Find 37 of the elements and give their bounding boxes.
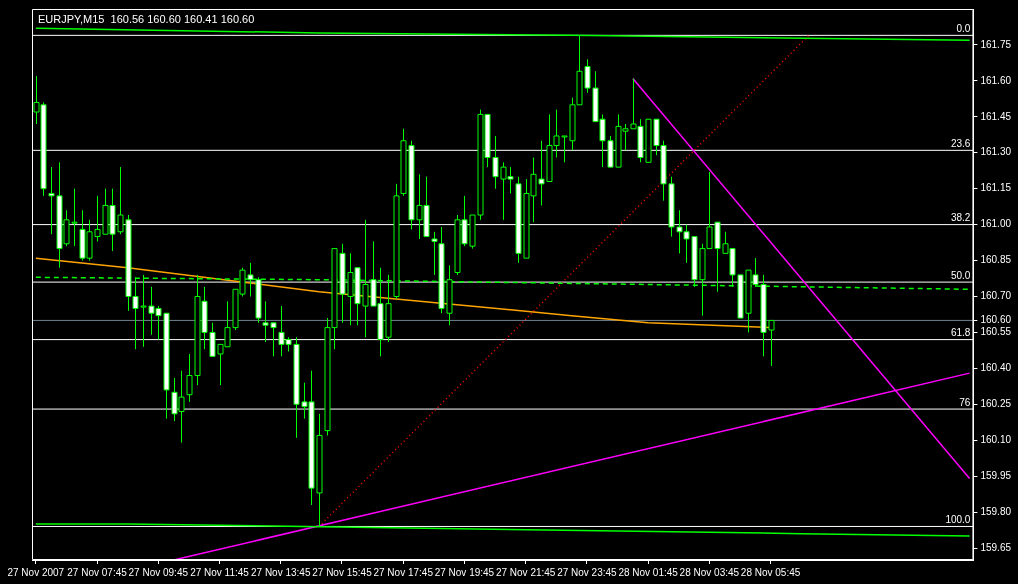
annotation: 50.0	[950, 269, 971, 281]
y-tick-label: 160.70	[980, 290, 1012, 302]
x-tick-label: 27 Nov 2007	[7, 566, 65, 578]
y-tick-label: 159.65	[980, 541, 1012, 553]
x-tick-label: 27 Nov 17:45	[373, 566, 434, 578]
y-tick-label: 159.95	[980, 469, 1012, 481]
y-tick-label: 161.30	[980, 146, 1012, 158]
annotation: 100.0	[945, 514, 971, 526]
x-tick-label: 27 Nov 21:45	[495, 566, 556, 578]
x-tick-label: 27 Nov 11:45	[190, 566, 250, 578]
annotation: 76	[959, 396, 971, 408]
y-tick-label: 161.45	[980, 110, 1012, 122]
y-tick-label: 161.15	[980, 182, 1012, 194]
x-tick-label: 27 Nov 07:45	[67, 566, 128, 578]
annotation: 0.0	[956, 23, 971, 35]
x-tick-label: 27 Nov 19:45	[434, 566, 495, 578]
y-tick-label: 160.55	[980, 326, 1012, 338]
y-tick-label: 161.75	[980, 38, 1012, 50]
x-tick-label: 27 Nov 13:45	[251, 566, 311, 578]
chart-title: EURJPY,M15 160.56 160.60 160.41 160.60	[38, 12, 255, 25]
x-tick-label: 28 Nov 01:45	[618, 566, 679, 578]
x-tick-label: 27 Nov 09:45	[128, 566, 189, 578]
y-tick-label: 161.60	[980, 74, 1012, 86]
y-tick-label: 160.85	[980, 254, 1012, 266]
x-tick-label: 28 Nov 03:45	[679, 566, 740, 578]
y-tick-label: 159.80	[980, 505, 1012, 517]
y-tick-label: 160.40	[980, 362, 1012, 374]
x-tick-label: 27 Nov 23:45	[557, 566, 618, 578]
x-tick-label: 27 Nov 15:45	[312, 566, 373, 578]
y-tick-label: 160.60	[980, 314, 1012, 326]
y-tick-label: 160.25	[980, 398, 1012, 410]
x-tick-label: 28 Nov 05:45	[740, 566, 801, 578]
annotation: 23.6	[950, 138, 971, 150]
annotation: 61.8	[950, 327, 971, 339]
annotation: 38.2	[950, 212, 971, 224]
y-tick-label: 161.00	[980, 218, 1012, 230]
y-tick-label: 160.10	[980, 433, 1012, 445]
